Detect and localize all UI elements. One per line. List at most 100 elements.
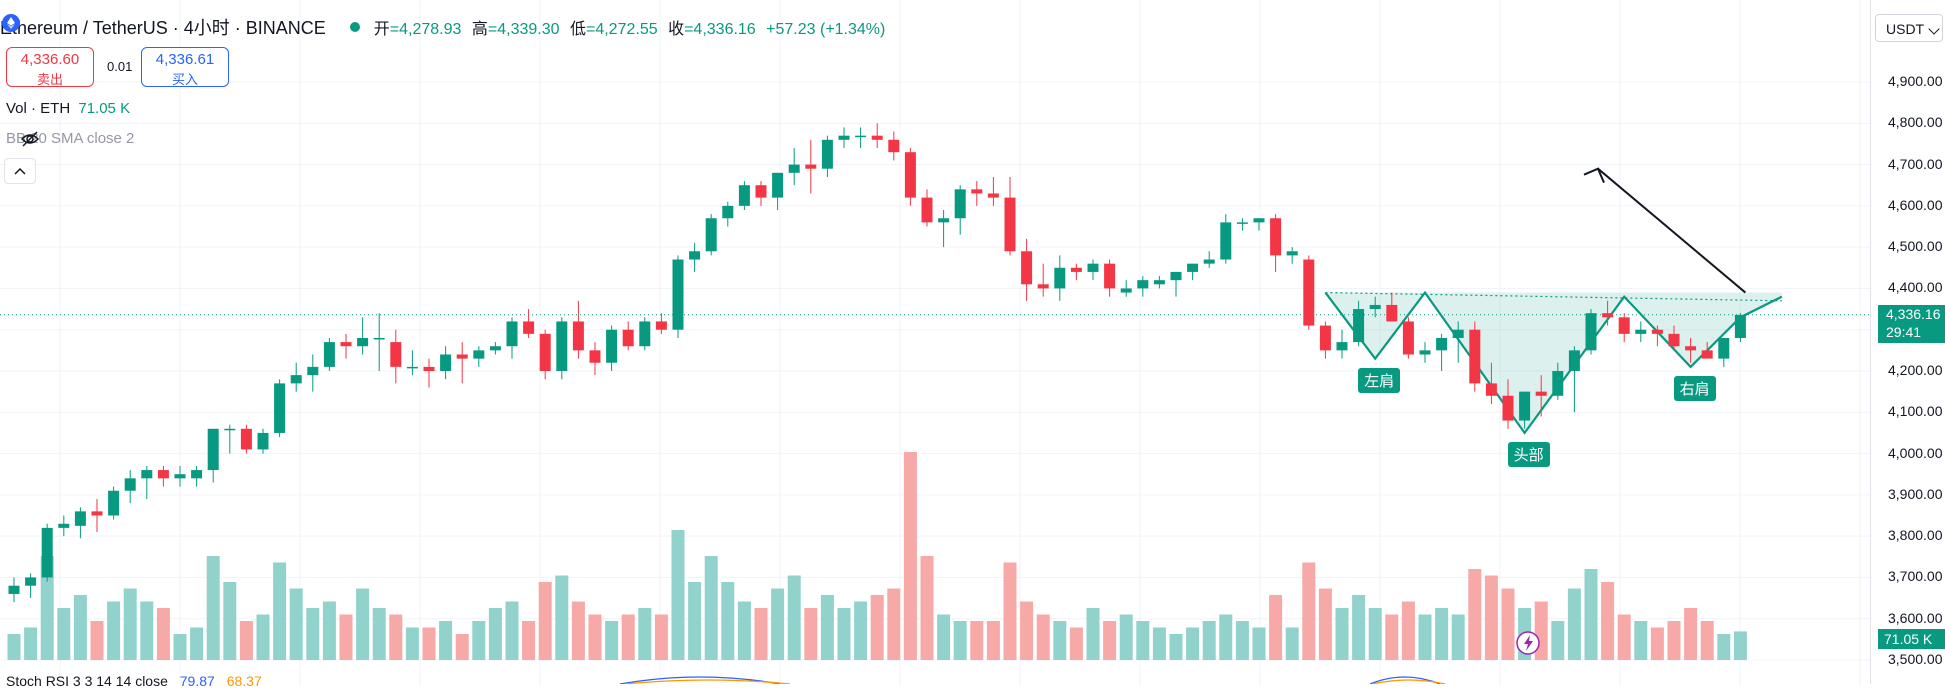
volume-bar (754, 608, 768, 660)
candle-body (1402, 321, 1414, 355)
volume-bar (771, 588, 785, 660)
volume-bar (1717, 634, 1731, 660)
candle-body (224, 428, 236, 431)
volume-bar (887, 588, 901, 660)
volume-bar (1418, 614, 1432, 660)
bollinger-label: BB 20 SMA close 2 (6, 130, 135, 147)
volume-bar (1667, 621, 1681, 660)
candle-body (971, 189, 983, 194)
currency-select[interactable]: USDT (1875, 14, 1943, 42)
candle-body (871, 135, 883, 140)
candle-body (1153, 280, 1165, 285)
right-shoulder-label[interactable]: 右肩 (1673, 375, 1716, 401)
volume-bar (1252, 627, 1266, 660)
volume-bar (903, 452, 917, 660)
volume-bar (870, 595, 884, 660)
candle-body (589, 350, 601, 363)
eye-off-icon[interactable] (20, 130, 40, 148)
lightning-icon[interactable] (1516, 631, 1540, 655)
stoch-rsi-legend[interactable]: Stoch RSI 3 3 14 14 close 79.87 68.37 (6, 673, 262, 689)
candle-body (622, 329, 634, 347)
volume-bar (787, 575, 801, 660)
candle-body (257, 432, 269, 450)
candle-body (987, 193, 999, 198)
volume-bar (173, 634, 187, 660)
volume-bar (1484, 575, 1498, 660)
close-label: 收 (668, 21, 685, 38)
volume-bar (389, 614, 403, 660)
volume-bar (970, 621, 984, 660)
candle-body (1137, 280, 1149, 289)
candle-body (606, 329, 618, 363)
candle-body (1585, 313, 1597, 351)
volume-bar (1401, 601, 1415, 660)
volume-bar (372, 608, 386, 660)
price-tick-label: 3,700.00 (1888, 568, 1943, 585)
candle-body (456, 354, 468, 359)
volume-bar (1169, 634, 1183, 660)
buy-label: 买入 (171, 72, 198, 87)
volume-label: Vol · ETH (6, 100, 71, 117)
price-tick-label: 4,700.00 (1888, 155, 1943, 172)
sell-label: 卖出 (36, 72, 63, 87)
volume-legend[interactable]: Vol · ETH 71.05 K (6, 100, 130, 117)
volume-bar (1202, 621, 1216, 660)
candle-body (1701, 350, 1713, 359)
candle-body (1452, 329, 1464, 338)
candle-body (572, 321, 584, 351)
candle-body (1303, 259, 1315, 326)
volume-bar (1036, 614, 1050, 660)
volume-bar (1119, 614, 1133, 660)
candle-body (1037, 284, 1049, 289)
stoch-rsi-label: Stoch RSI 3 3 14 14 close (6, 673, 168, 689)
volume-bar (986, 621, 1000, 660)
bollinger-legend[interactable]: BB 20 SMA close 2 (6, 130, 134, 147)
sell-button[interactable]: 4,336.60 卖出 (6, 47, 94, 87)
last-price-value: 4,336.16 (1886, 306, 1941, 322)
price-tick-label: 3,800.00 (1888, 527, 1943, 544)
candle-body (805, 164, 817, 169)
candle-body (1685, 346, 1697, 351)
candle-body (1519, 391, 1531, 421)
volume-bar (654, 614, 668, 660)
candle-body (340, 342, 352, 347)
candle-body (888, 139, 900, 153)
candle-body (25, 577, 37, 586)
candle-body (1336, 342, 1348, 351)
candle-body (1104, 263, 1116, 289)
candle-body (1568, 350, 1580, 371)
volume-bar (422, 627, 436, 660)
candle-body (1004, 197, 1016, 252)
candle-body (1070, 267, 1082, 272)
volume-bar (1136, 621, 1150, 660)
left-shoulder-label[interactable]: 左肩 (1358, 367, 1401, 393)
collapse-legend-button[interactable] (4, 158, 36, 184)
volume-bar (1219, 614, 1233, 660)
volume-bar (555, 575, 569, 660)
candle-body (440, 354, 452, 371)
volume-bar (1385, 614, 1399, 660)
volume-bar (1053, 621, 1067, 660)
candle-body (672, 259, 684, 330)
candle-body (788, 164, 800, 173)
stoch-k-value: 79.87 (179, 673, 215, 689)
candle-body (1187, 263, 1199, 272)
head-label[interactable]: 头部 (1507, 441, 1550, 467)
candle-body (207, 428, 219, 471)
price-tick-label: 4,000.00 (1888, 444, 1943, 461)
volume-bar (7, 634, 21, 660)
symbol-title[interactable]: Ethereum / TetherUS · 4小时 · BINANCE (0, 18, 326, 38)
buy-button[interactable]: 4,336.61 买入 (141, 47, 229, 87)
volume-bar (1534, 601, 1548, 660)
price-tick-label: 4,600.00 (1888, 196, 1943, 213)
volume-bar (140, 601, 154, 660)
open-value: =4,278.93 (389, 21, 462, 38)
candle-body (755, 185, 767, 198)
candle-body (157, 470, 169, 479)
volume-bar (1435, 608, 1449, 660)
arrow-head (1583, 167, 1605, 184)
candle-body (1469, 329, 1481, 384)
volume-bar (920, 556, 934, 660)
